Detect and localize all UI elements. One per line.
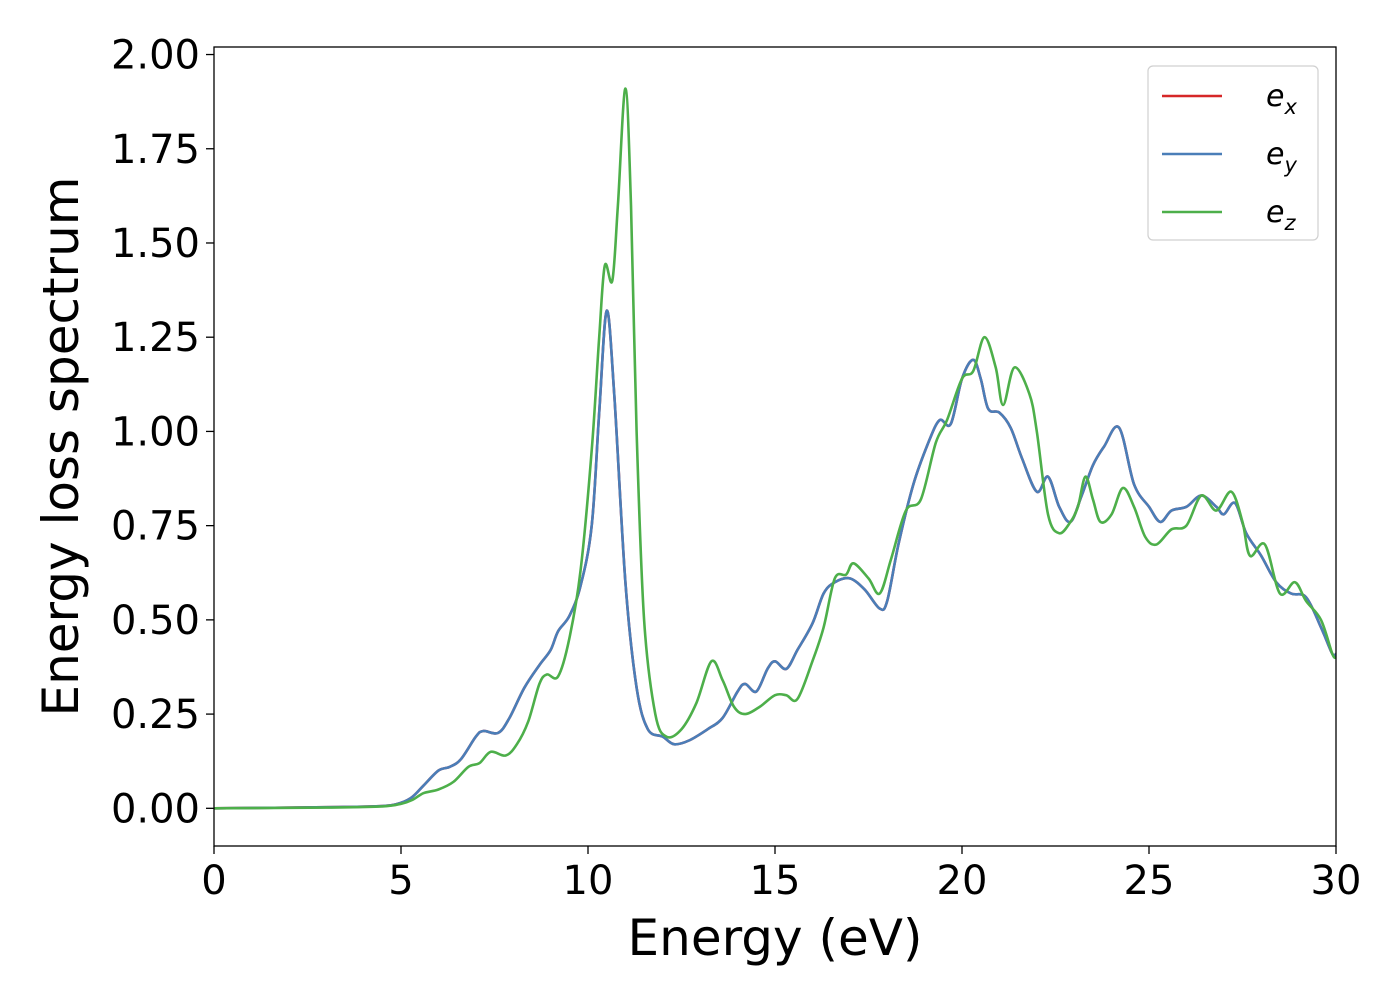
y-tick-label: 1.00 bbox=[111, 409, 200, 455]
y-tick-label: 0.75 bbox=[111, 504, 200, 550]
x-tick-label: 30 bbox=[1311, 858, 1362, 904]
x-axis: 0 5 10 15 20 25 30 bbox=[201, 846, 1361, 904]
x-tick-label: 20 bbox=[937, 858, 988, 904]
y-tick-label: 2.00 bbox=[111, 33, 200, 79]
series-lines bbox=[214, 87, 1336, 810]
x-axis-label: Energy (eV) bbox=[628, 909, 923, 967]
x-tick-label: 15 bbox=[750, 858, 801, 904]
y-axis-label: Energy loss spectrum bbox=[32, 176, 90, 716]
y-axis: 0.00 0.25 0.50 0.75 1.00 1.25 1.50 1.75 2.00 bbox=[111, 33, 214, 832]
y-tick-label: 0.00 bbox=[111, 786, 200, 832]
legend-box bbox=[1147, 65, 1319, 241]
x-tick-label: 5 bbox=[388, 858, 413, 904]
series-line-e-z bbox=[214, 87, 1336, 810]
legend-label-y: ey bbox=[1266, 137, 1297, 177]
legend-label-z: ez bbox=[1266, 195, 1296, 235]
x-tick-label: 10 bbox=[563, 858, 614, 904]
y-tick-label: 0.25 bbox=[111, 692, 200, 738]
y-tick-label: 1.25 bbox=[111, 315, 200, 361]
series-line-e-x bbox=[214, 309, 1336, 810]
x-tick-label: 25 bbox=[1124, 858, 1175, 904]
y-tick-label: 1.50 bbox=[111, 221, 200, 267]
legend-label-x: ex bbox=[1266, 79, 1297, 119]
y-tick-label: 1.75 bbox=[111, 127, 200, 173]
x-tick-label: 0 bbox=[201, 858, 226, 904]
legend: ex ey ez bbox=[1147, 65, 1319, 241]
y-tick-label: 0.50 bbox=[111, 598, 200, 644]
series-line-e-y bbox=[214, 309, 1336, 810]
